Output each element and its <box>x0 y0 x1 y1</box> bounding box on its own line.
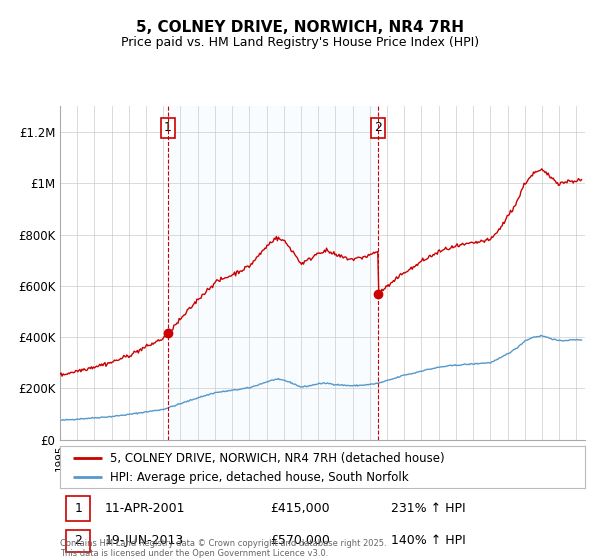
Text: 11-APR-2001: 11-APR-2001 <box>104 502 185 515</box>
FancyBboxPatch shape <box>66 496 90 521</box>
Text: 1: 1 <box>74 502 82 515</box>
Text: 19-JUN-2013: 19-JUN-2013 <box>104 534 184 548</box>
Text: 5, COLNEY DRIVE, NORWICH, NR4 7RH (detached house): 5, COLNEY DRIVE, NORWICH, NR4 7RH (detac… <box>110 451 445 465</box>
Text: £415,000: £415,000 <box>270 502 329 515</box>
Text: Contains HM Land Registry data © Crown copyright and database right 2025.
This d: Contains HM Land Registry data © Crown c… <box>60 539 386 558</box>
Text: Price paid vs. HM Land Registry's House Price Index (HPI): Price paid vs. HM Land Registry's House … <box>121 36 479 49</box>
Text: 140% ↑ HPI: 140% ↑ HPI <box>391 534 466 548</box>
Bar <box>168 106 378 440</box>
Text: 231% ↑ HPI: 231% ↑ HPI <box>391 502 466 515</box>
Text: 1: 1 <box>164 122 172 134</box>
FancyBboxPatch shape <box>66 530 90 552</box>
Text: 2: 2 <box>374 122 382 134</box>
Text: 2: 2 <box>74 534 82 548</box>
Text: 5, COLNEY DRIVE, NORWICH, NR4 7RH: 5, COLNEY DRIVE, NORWICH, NR4 7RH <box>136 20 464 35</box>
Text: £570,000: £570,000 <box>270 534 330 548</box>
Text: HPI: Average price, detached house, South Norfolk: HPI: Average price, detached house, Sout… <box>110 471 409 484</box>
